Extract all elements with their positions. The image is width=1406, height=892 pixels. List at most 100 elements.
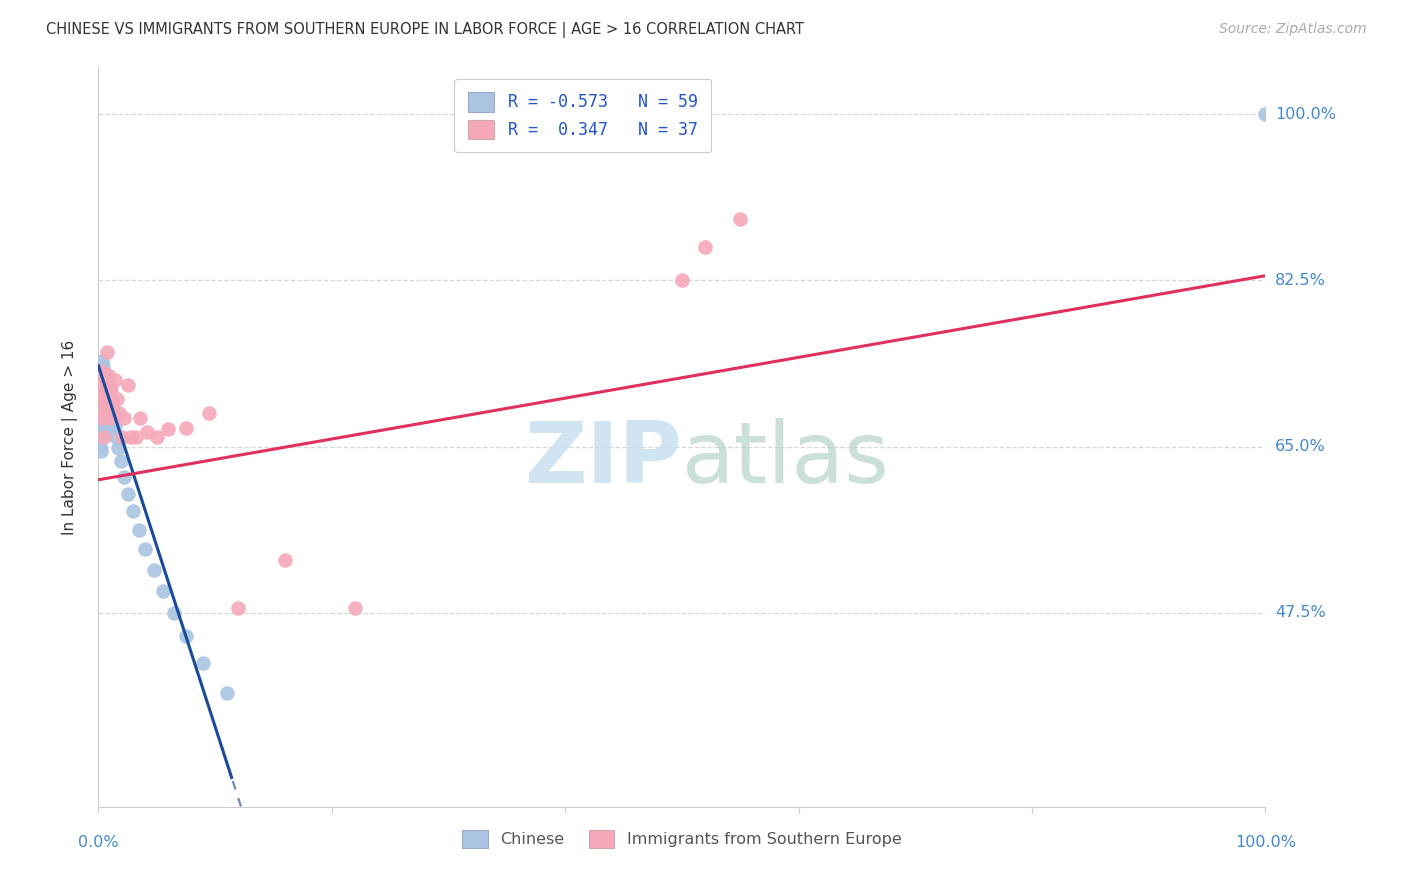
Point bbox=[97, 383, 120, 397]
Point bbox=[193, 656, 215, 670]
Text: 65.0%: 65.0% bbox=[1275, 439, 1326, 454]
Point bbox=[97, 394, 120, 409]
Point bbox=[117, 487, 139, 501]
Point bbox=[174, 629, 197, 643]
Point bbox=[228, 601, 250, 615]
Point bbox=[112, 470, 135, 484]
Point bbox=[90, 373, 112, 387]
Point bbox=[89, 373, 111, 387]
Point bbox=[93, 430, 115, 444]
Point bbox=[98, 387, 121, 401]
Point bbox=[128, 523, 150, 537]
Text: Source: ZipAtlas.com: Source: ZipAtlas.com bbox=[1219, 22, 1367, 37]
Point bbox=[90, 444, 112, 458]
Point bbox=[93, 397, 115, 411]
Point bbox=[89, 373, 111, 387]
Point bbox=[96, 344, 118, 359]
Point bbox=[90, 425, 112, 440]
Text: 100.0%: 100.0% bbox=[1275, 107, 1336, 122]
Point bbox=[96, 397, 118, 411]
Point bbox=[89, 440, 111, 454]
Point bbox=[91, 401, 114, 416]
Point bbox=[91, 368, 114, 383]
Point bbox=[110, 454, 132, 468]
Point bbox=[215, 686, 238, 700]
Point bbox=[104, 430, 127, 444]
Point bbox=[93, 381, 115, 395]
Text: 82.5%: 82.5% bbox=[1275, 273, 1326, 288]
Point bbox=[97, 377, 120, 392]
Point bbox=[90, 387, 112, 401]
Point bbox=[108, 406, 131, 420]
Point bbox=[344, 601, 367, 615]
Point bbox=[122, 504, 145, 518]
Point bbox=[107, 442, 129, 456]
Text: atlas: atlas bbox=[682, 417, 890, 500]
Point bbox=[100, 383, 122, 397]
Point bbox=[152, 583, 174, 598]
Point bbox=[97, 368, 120, 383]
Point bbox=[94, 387, 117, 401]
Point bbox=[90, 406, 112, 420]
Point bbox=[90, 364, 112, 378]
Point bbox=[91, 375, 114, 389]
Point bbox=[105, 392, 128, 406]
Point bbox=[274, 553, 297, 567]
Point bbox=[134, 542, 156, 557]
Point bbox=[120, 430, 142, 444]
Point bbox=[94, 422, 117, 436]
Point bbox=[125, 430, 148, 444]
Point bbox=[91, 427, 114, 442]
Point bbox=[93, 392, 115, 406]
Text: ZIP: ZIP bbox=[524, 417, 682, 500]
Point bbox=[163, 606, 186, 620]
Point bbox=[146, 430, 169, 444]
Text: 47.5%: 47.5% bbox=[1275, 605, 1326, 620]
Legend: Chinese, Immigrants from Southern Europe: Chinese, Immigrants from Southern Europe bbox=[456, 823, 908, 855]
Point bbox=[93, 366, 115, 380]
Point bbox=[90, 354, 112, 368]
Point bbox=[101, 400, 124, 414]
Point bbox=[157, 422, 180, 436]
Point bbox=[198, 406, 221, 420]
Point bbox=[695, 240, 717, 254]
Text: CHINESE VS IMMIGRANTS FROM SOUTHERN EUROPE IN LABOR FORCE | AGE > 16 CORRELATION: CHINESE VS IMMIGRANTS FROM SOUTHERN EURO… bbox=[46, 22, 804, 38]
Point bbox=[90, 377, 112, 392]
Point bbox=[112, 411, 135, 425]
Point bbox=[671, 273, 693, 287]
Text: 100.0%: 100.0% bbox=[1234, 835, 1296, 850]
Point bbox=[93, 416, 115, 430]
Point bbox=[143, 563, 166, 577]
Point bbox=[96, 411, 118, 425]
Point bbox=[136, 425, 159, 440]
Point bbox=[174, 420, 197, 434]
Point bbox=[90, 392, 112, 406]
Point bbox=[91, 359, 114, 373]
Point bbox=[91, 409, 114, 423]
Point bbox=[96, 392, 118, 406]
Point bbox=[90, 392, 112, 406]
Point bbox=[94, 403, 117, 417]
Point bbox=[111, 430, 134, 444]
Point bbox=[104, 418, 127, 433]
Point bbox=[97, 413, 120, 427]
Point bbox=[1254, 107, 1277, 121]
Point bbox=[103, 409, 125, 424]
Point bbox=[97, 401, 120, 416]
Point bbox=[730, 211, 752, 226]
Point bbox=[98, 403, 121, 417]
Point bbox=[96, 375, 118, 389]
Point bbox=[89, 420, 111, 434]
Point bbox=[91, 392, 114, 406]
Point bbox=[90, 422, 112, 436]
Y-axis label: In Labor Force | Age > 16: In Labor Force | Age > 16 bbox=[62, 340, 77, 534]
Point bbox=[90, 377, 112, 392]
Point bbox=[98, 422, 121, 436]
Point bbox=[89, 406, 111, 420]
Point bbox=[97, 387, 120, 401]
Point bbox=[90, 364, 112, 378]
Text: 0.0%: 0.0% bbox=[79, 835, 118, 850]
Point bbox=[101, 397, 124, 411]
Point bbox=[89, 392, 111, 406]
Point bbox=[98, 411, 121, 425]
